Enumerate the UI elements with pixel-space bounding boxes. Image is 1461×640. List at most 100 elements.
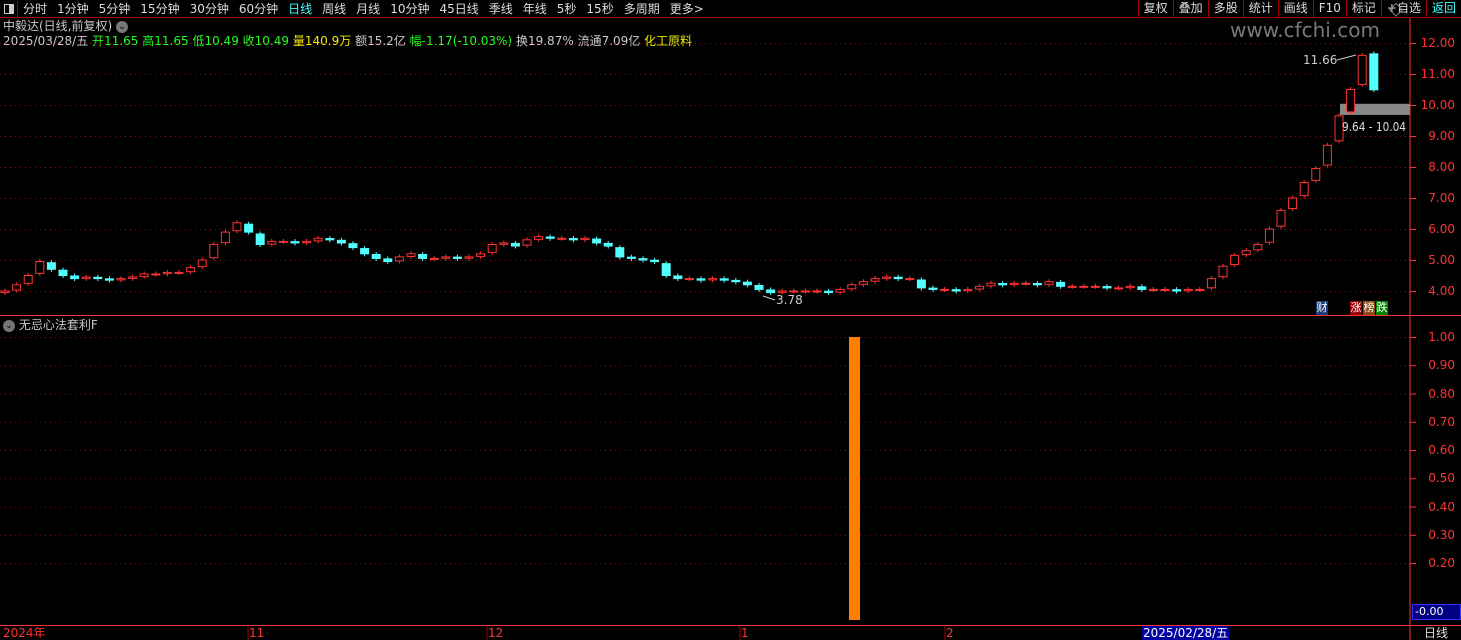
candle xyxy=(916,279,926,289)
candle xyxy=(940,288,950,291)
date-label: 12 xyxy=(488,626,504,640)
candle xyxy=(232,222,242,232)
period-tab[interactable]: 30分钟 xyxy=(189,1,229,16)
toolbar-button[interactable]: 统计 xyxy=(1242,0,1278,17)
candle xyxy=(858,281,868,285)
axis-tick-label: 7.00 xyxy=(1428,191,1455,205)
panel-toggle-icon[interactable] xyxy=(0,0,18,18)
period-label[interactable]: 日线 xyxy=(1424,626,1449,640)
high-annotation: 11.66 xyxy=(1303,53,1337,67)
candle xyxy=(70,275,80,280)
candle xyxy=(244,223,254,233)
chevron-down-icon[interactable]: ⌄ xyxy=(3,319,15,332)
ranking-tag[interactable]: 榜 xyxy=(1363,301,1375,315)
candle xyxy=(12,284,22,291)
candle xyxy=(812,290,822,293)
period-tab[interactable]: 多周期 xyxy=(623,1,660,16)
candle xyxy=(406,253,416,257)
period-tab[interactable]: 日线 xyxy=(288,1,313,16)
candle xyxy=(174,271,184,274)
period-tab[interactable]: 1分钟 xyxy=(57,1,89,16)
limit-up-tag[interactable]: 涨 xyxy=(1350,301,1362,315)
period-tab[interactable]: 年线 xyxy=(522,1,547,16)
candle xyxy=(824,290,834,294)
toolbar-button[interactable]: 多股 xyxy=(1207,0,1243,17)
candle xyxy=(1079,285,1089,288)
chevron-down-icon[interactable]: ⌄ xyxy=(116,20,129,33)
candle xyxy=(870,278,880,282)
candle xyxy=(487,244,497,253)
candle xyxy=(325,238,335,241)
axis-tick-label: 0.70 xyxy=(1428,414,1455,429)
period-tab[interactable]: 季线 xyxy=(488,1,513,16)
candle xyxy=(383,258,393,263)
candle xyxy=(696,278,706,281)
candle xyxy=(754,284,764,290)
period-tab[interactable]: 月线 xyxy=(356,1,381,16)
sector-link[interactable]: 化工原料 xyxy=(644,34,693,48)
date-label: 1 xyxy=(741,626,749,640)
candle xyxy=(1172,289,1182,292)
indicator-name: 无忌心法套利F xyxy=(18,318,98,332)
axis-tick-label: 0.40 xyxy=(1428,499,1455,514)
candle xyxy=(1369,53,1379,91)
finance-tag[interactable]: 财 xyxy=(1316,301,1328,315)
candle xyxy=(162,271,172,275)
candle xyxy=(23,275,33,284)
candle xyxy=(777,290,787,293)
limit-down-tag[interactable]: 跌 xyxy=(1376,301,1388,315)
candle xyxy=(1206,278,1216,289)
axis-tick-label: 0.90 xyxy=(1428,358,1455,373)
period-tab[interactable]: 60分钟 xyxy=(238,1,279,16)
candle xyxy=(708,278,718,281)
period-tab[interactable]: 15秒 xyxy=(586,1,614,16)
candle xyxy=(35,261,45,274)
candle xyxy=(1032,282,1042,286)
candle xyxy=(371,253,381,259)
period-tab[interactable]: 45日线 xyxy=(439,1,479,16)
candle xyxy=(313,237,323,242)
period-tab[interactable]: 分时 xyxy=(23,1,48,16)
candle xyxy=(731,279,741,283)
toolbar-button[interactable]: 返回 xyxy=(1425,0,1461,17)
candle xyxy=(1357,54,1367,85)
candle xyxy=(58,269,68,277)
candle xyxy=(580,237,590,241)
period-tab[interactable]: 15分钟 xyxy=(140,1,180,16)
axis-tick-label: 6.00 xyxy=(1428,222,1455,236)
candle xyxy=(650,259,660,263)
low-pointer xyxy=(762,295,776,301)
toolbar-button[interactable]: F10 xyxy=(1312,0,1346,17)
candle xyxy=(1148,288,1158,291)
candle xyxy=(255,233,265,246)
candle xyxy=(1044,281,1054,285)
toolbar-button[interactable]: 画线 xyxy=(1277,0,1313,17)
candle xyxy=(510,242,520,247)
toolbar-button[interactable]: 叠加 xyxy=(1172,0,1208,17)
period-tab[interactable]: 5秒 xyxy=(556,1,577,16)
candle xyxy=(441,256,451,259)
toolbar-button[interactable]: 复权 xyxy=(1137,0,1173,17)
candle xyxy=(951,289,961,292)
period-tab[interactable]: 10分钟 xyxy=(390,1,430,16)
quote-line: 2025/03/28/五 开11.65 高11.65 低10.49 收10.49… xyxy=(3,34,692,48)
candle xyxy=(151,273,161,276)
period-tab[interactable]: 周线 xyxy=(322,1,347,16)
candle xyxy=(568,238,578,241)
candle xyxy=(1334,115,1344,142)
toolbar-button[interactable]: 标记 xyxy=(1345,0,1381,17)
close-value: 10.49 xyxy=(254,34,290,48)
candle xyxy=(116,278,126,281)
candle xyxy=(197,259,207,268)
candle xyxy=(1102,286,1112,289)
period-tab[interactable]: 更多> xyxy=(669,1,704,16)
diamond-icon[interactable] xyxy=(1388,2,1404,17)
band-annotation: 9.64 - 10.04 xyxy=(1342,120,1406,134)
candle xyxy=(1114,287,1124,290)
period-tab[interactable]: 5分钟 xyxy=(98,1,131,16)
candle xyxy=(800,290,810,293)
turnover-value: 换19.87% xyxy=(515,34,574,48)
candle xyxy=(974,285,984,290)
axis-tick-label: 0.50 xyxy=(1428,471,1455,486)
